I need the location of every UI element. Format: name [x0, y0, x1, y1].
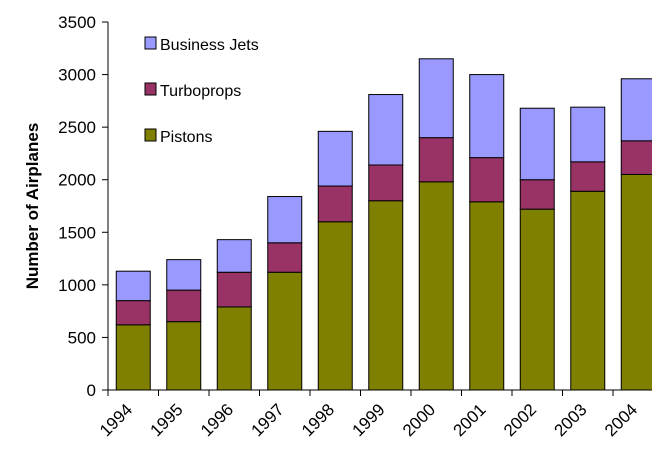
- bar-business-jets-1999: [368, 94, 404, 166]
- x-tick-label: 1999: [349, 400, 389, 440]
- bars: [115, 58, 652, 391]
- bar-pistons-2000: [418, 181, 454, 391]
- x-tick-label: 1998: [298, 400, 338, 440]
- bar-turboprops-2001: [469, 157, 505, 203]
- y-tick-labels: 0 500 1000 1500 2000 2500 3000 3500: [58, 13, 96, 400]
- y-tick-label: 500: [68, 328, 96, 347]
- x-tick-label: 2000: [399, 400, 439, 440]
- y-tick-label: 2500: [58, 118, 96, 137]
- bar-pistons-2003: [570, 190, 606, 391]
- x-tick-label: 2001: [450, 400, 490, 440]
- x-tick-marks: [107, 390, 614, 396]
- bar-pistons-2004: [620, 173, 652, 391]
- bar-turboprops-2000: [418, 137, 454, 183]
- bar-business-jets-2002: [519, 107, 555, 181]
- bar-business-jets-1994: [115, 270, 151, 302]
- y-tick-label: 1500: [58, 223, 96, 242]
- legend-label-pistons: Pistons: [160, 129, 212, 146]
- y-tick-label: 3000: [58, 66, 96, 85]
- y-tick-label: 2000: [58, 171, 96, 190]
- y-tick-label: 1000: [58, 276, 96, 295]
- y-tick-label: 0: [87, 381, 96, 400]
- bar-business-jets-1995: [166, 259, 202, 291]
- bar-business-jets-2003: [570, 106, 606, 163]
- bar-turboprops-2003: [570, 161, 606, 192]
- legend-swatch-pistons: [144, 128, 157, 142]
- x-tick-label: 2003: [551, 400, 591, 440]
- x-tick-label: 1996: [197, 400, 237, 440]
- bar-pistons-1998: [317, 221, 353, 391]
- bar-business-jets-2001: [469, 74, 505, 159]
- bar-pistons-2002: [519, 208, 555, 391]
- legend: Business Jets Turboprops Pistons: [144, 36, 259, 146]
- bar-turboprops-1998: [317, 185, 353, 223]
- bar-turboprops-1997: [267, 242, 303, 273]
- bar-pistons-1996: [216, 306, 252, 391]
- bar-business-jets-1997: [267, 196, 303, 244]
- bar-turboprops-1995: [166, 289, 202, 323]
- x-tick-label: 1995: [147, 400, 187, 440]
- y-axis-title: Number of Airplanes: [23, 123, 42, 290]
- bar-business-jets-2004: [620, 78, 652, 142]
- bar-turboprops-2004: [620, 140, 652, 175]
- bar-turboprops-1994: [115, 300, 151, 326]
- bar-business-jets-2000: [418, 58, 454, 139]
- bar-business-jets-1996: [216, 239, 252, 273]
- legend-swatch-business-jets: [144, 36, 157, 50]
- x-tick-label: 1997: [248, 400, 288, 440]
- bar-turboprops-1996: [216, 271, 252, 308]
- bar-pistons-1997: [267, 271, 303, 391]
- x-tick-label: 2004: [601, 400, 641, 440]
- legend-label-business-jets: Business Jets: [160, 37, 259, 54]
- x-tick-label: 2002: [500, 400, 540, 440]
- legend-swatch-turboprops: [144, 82, 157, 96]
- bar-pistons-2001: [469, 201, 505, 391]
- x-tick-labels: 1994 1995 1996 1997 1998 1999 2000 2001 2002 2003…: [96, 400, 641, 440]
- x-tick-label: 1994: [96, 400, 136, 440]
- y-tick-label: 3500: [58, 13, 96, 32]
- y-tick-marks: [102, 21, 108, 391]
- legend-label-turboprops: Turboprops: [160, 83, 241, 100]
- bar-pistons-1994: [115, 324, 151, 391]
- bar-turboprops-1999: [368, 164, 404, 202]
- bar-pistons-1999: [368, 200, 404, 391]
- bar-turboprops-2002: [519, 179, 555, 210]
- bar-business-jets-1998: [317, 130, 353, 187]
- bar-pistons-1995: [166, 321, 202, 391]
- axes: [107, 22, 652, 391]
